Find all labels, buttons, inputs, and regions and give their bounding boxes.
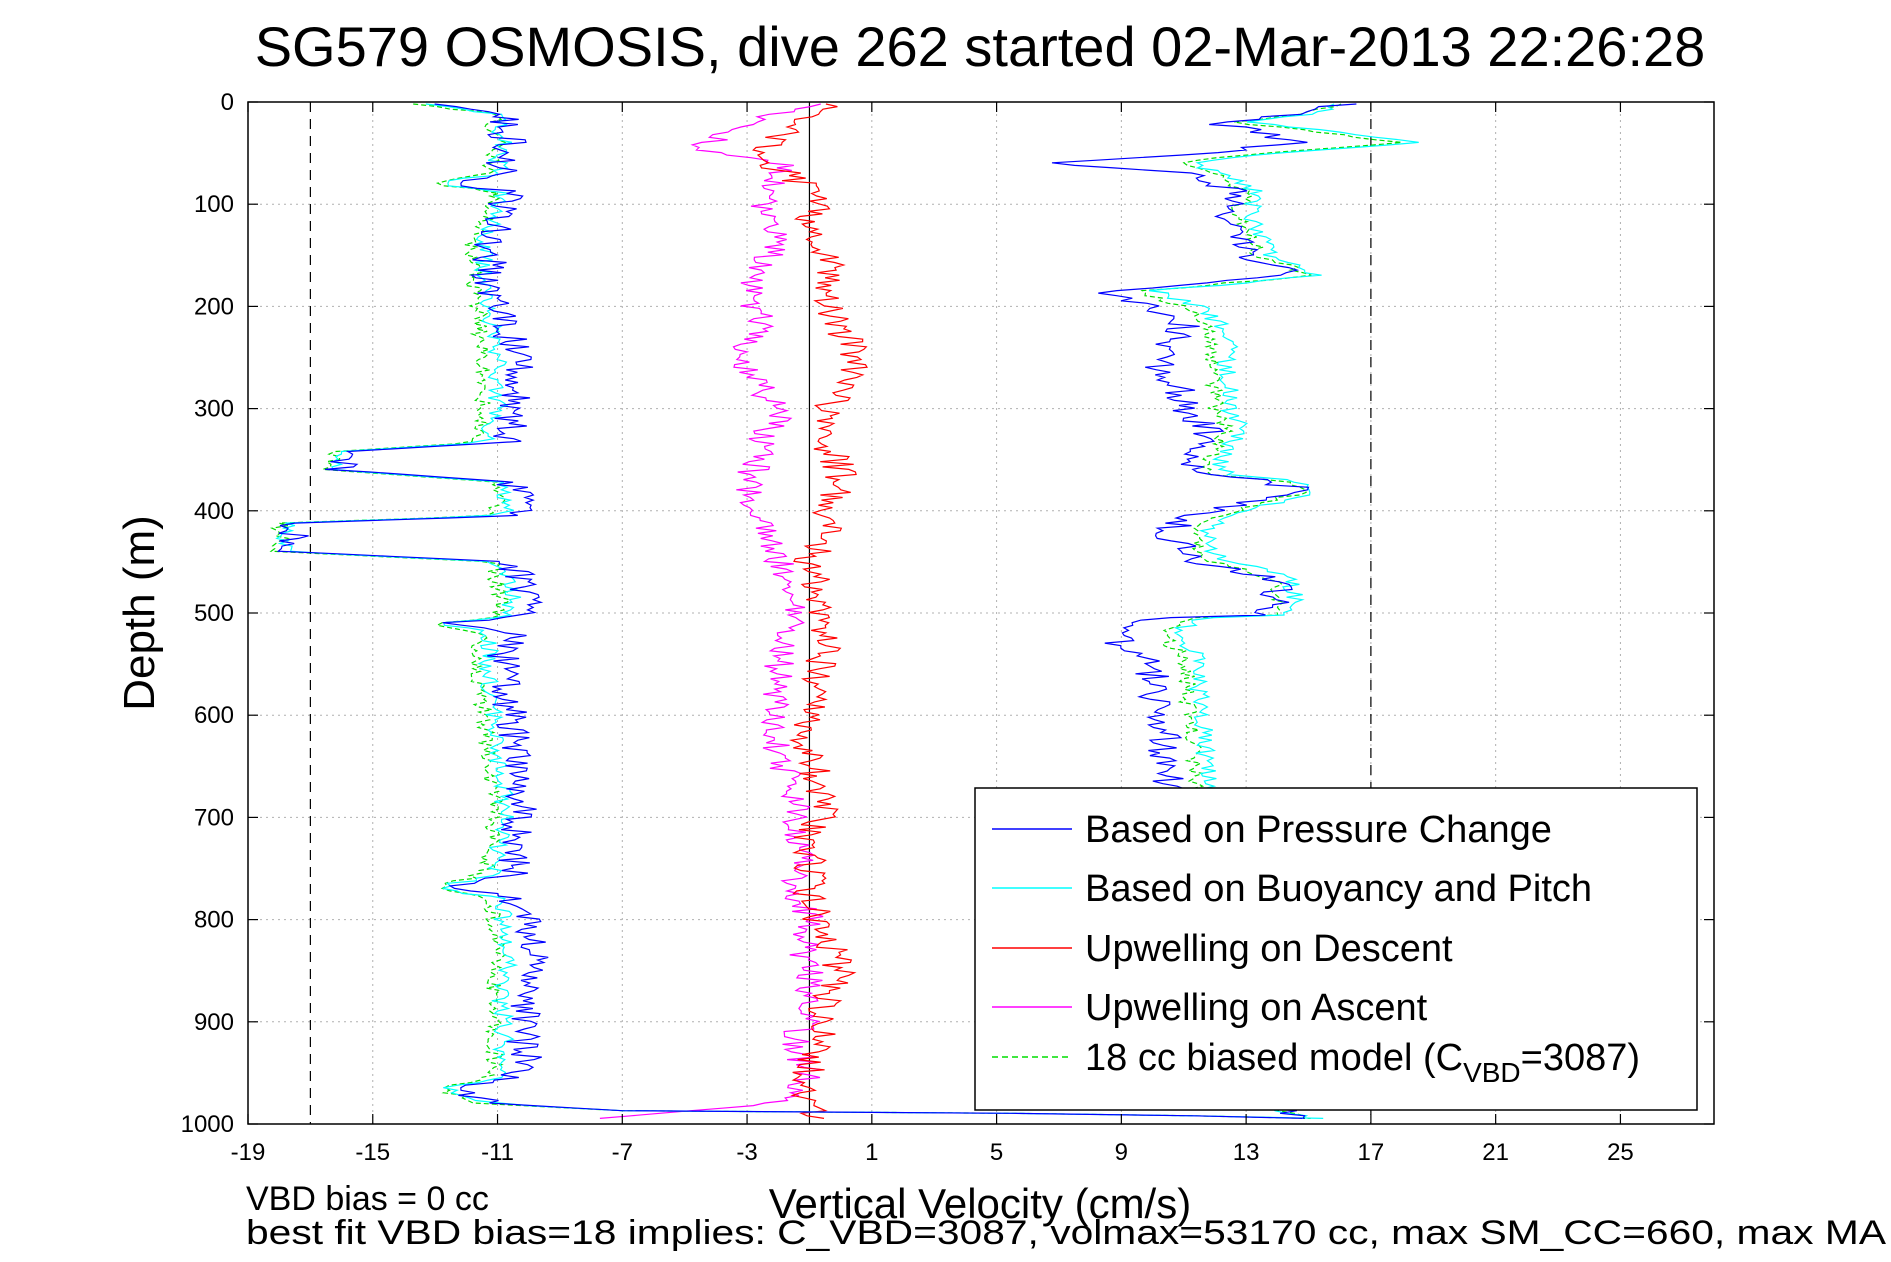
legend: Based on Pressure Change Based on Buoyanc… [974, 787, 1698, 1111]
series-descent-pressure [276, 103, 1306, 1119]
chart-title: SG579 OSMOSIS, dive 262 started 02-Mar-2… [255, 15, 1706, 78]
x-tick-label: 13 [1233, 1139, 1260, 1166]
x-tick-label: -3 [736, 1139, 757, 1166]
y-tick-label: 600 [194, 702, 234, 729]
x-tick-label: 1 [865, 1139, 878, 1166]
series-descent-model [269, 103, 1311, 1119]
y-tick-label: 400 [194, 498, 234, 525]
x-tick-label: -19 [231, 1139, 266, 1166]
legend-box [974, 787, 1698, 1111]
legend-label-pressure: Based on Pressure Change [1085, 809, 1552, 851]
x-tick-label: -15 [355, 1139, 390, 1166]
footer-best-fit: best fit VBD bias=18 implies: C_VBD=3087… [246, 1214, 1886, 1252]
x-tick-label: 21 [1482, 1139, 1509, 1166]
y-tick-label: 300 [194, 396, 234, 423]
y-tick-label: 900 [194, 1009, 234, 1036]
footer-vbd-bias: VBD bias = 0 cc [246, 1180, 489, 1218]
y-tick-label: 1000 [181, 1111, 234, 1138]
legend-suffix: =3087) [1521, 1037, 1640, 1079]
y-axis-label: Depth (m) [115, 515, 164, 711]
x-tick-label: 5 [990, 1139, 1003, 1166]
x-tick-label: -7 [612, 1139, 633, 1166]
x-axis-label: Vertical Velocity (cm/s) [769, 1180, 1191, 1227]
y-tick-label: 100 [194, 191, 234, 218]
y-tick-label: 700 [194, 804, 234, 831]
x-tick-label: -11 [481, 1139, 514, 1166]
series-upwelling-descent [752, 103, 869, 1119]
y-tick-label: 500 [194, 600, 234, 627]
legend-label-buoyancy: Based on Buoyancy and Pitch [1085, 868, 1592, 910]
legend-label-descent: Upwelling on Descent [1085, 928, 1453, 970]
x-tick-label: 25 [1607, 1139, 1634, 1166]
x-tick-label: 17 [1358, 1139, 1385, 1166]
x-tick-labels: -19 -15 -11 -7 -3 1 5 9 13 17 21 25 [231, 102, 1634, 1166]
legend-subscript: VBD [1463, 1057, 1521, 1088]
y-tick-label: 200 [194, 293, 234, 320]
y-tick-label: 0 [221, 89, 234, 116]
y-tick-label: 800 [194, 907, 234, 934]
series-upwelling-ascent [599, 103, 824, 1119]
x-tick-label: 9 [1115, 1139, 1128, 1166]
y-tick-labels: 0 100 200 300 400 500 600 700 800 900 1000 [181, 89, 1714, 1138]
legend-label-ascent: Upwelling on Ascent [1085, 987, 1428, 1029]
